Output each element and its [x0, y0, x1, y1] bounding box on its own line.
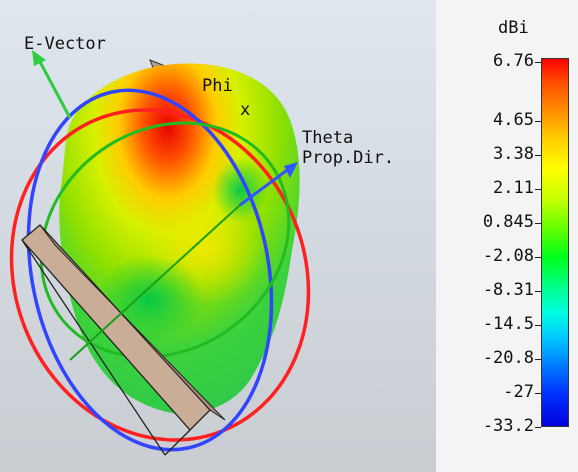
legend-tick-label: -2.08: [482, 246, 534, 266]
legend-tick-mark: [535, 325, 541, 326]
farfield-pattern-plot: [9, 50, 311, 456]
legend-tick-label: -14.5: [482, 314, 534, 334]
prop-dir-label: Prop.Dir.: [302, 148, 395, 168]
legend-tick-label: -8.31: [482, 280, 534, 300]
phi-ring: [26, 88, 274, 452]
legend-tick-label: 3.38: [493, 144, 534, 164]
legend-tick-mark: [535, 121, 541, 122]
equator-ring: [39, 121, 291, 359]
legend-tick-mark: [535, 223, 541, 224]
legend-tick-label: 2.11: [493, 178, 534, 198]
legend-tick-mark: [535, 257, 541, 258]
legend-tick-mark: [535, 155, 541, 156]
3d-viewport[interactable]: E-Vector Phi x Theta Prop.Dir.: [0, 0, 436, 472]
legend-tick-mark: [535, 359, 541, 360]
legend-tick-mark: [535, 62, 541, 63]
legend-tick-label: 6.76: [493, 51, 534, 71]
legend-tick-label: 0.845: [482, 212, 534, 232]
prop-dir-axis: [69, 204, 241, 361]
theta-label: Theta: [302, 128, 354, 148]
legend-tick-label: -27: [503, 382, 534, 402]
phi-label: Phi: [202, 76, 233, 96]
legend-tick-label: -33.2: [482, 416, 534, 436]
legend-tick-mark: [535, 393, 541, 394]
e-vector-axis: [36, 57, 72, 119]
legend-tick-mark: [535, 189, 541, 190]
e-vector-label: E-Vector: [24, 34, 106, 54]
x-axis-label: x: [240, 100, 251, 120]
prop-dir-arrow: [239, 166, 291, 207]
legend-tick-label: -20.8: [482, 348, 534, 368]
legend-tick-mark: [535, 291, 541, 292]
prop-dir-arrowhead: [284, 162, 298, 178]
legend-tick-mark: [535, 427, 541, 428]
legend-tick-label: 4.65: [493, 110, 534, 130]
e-vector-arrowhead: [32, 50, 46, 66]
color-scale-bar: [541, 58, 569, 427]
legend-unit: dBi: [498, 18, 529, 38]
antenna-plate-face: [39, 224, 226, 421]
